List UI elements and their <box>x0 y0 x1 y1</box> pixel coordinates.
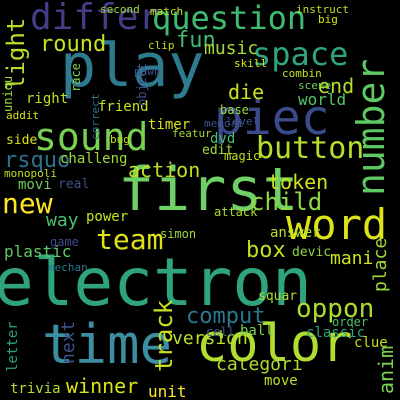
word-world: world <box>298 90 347 109</box>
word-time: time <box>42 313 173 376</box>
word-question: question <box>152 0 307 37</box>
word-memori: memori <box>204 117 244 130</box>
word-space: space <box>252 35 349 73</box>
word-token: token <box>268 170 329 194</box>
word-addit: addit <box>6 109 40 122</box>
word-comput: comput <box>186 304 266 329</box>
word-big: big <box>318 13 338 26</box>
word-side: side <box>6 133 38 148</box>
word-next: next <box>58 320 79 364</box>
word-game: game <box>50 235 79 249</box>
word-challeng: challeng <box>60 151 128 167</box>
word-sound: number <box>349 58 393 196</box>
word-magic: magic <box>224 149 261 163</box>
word-electron: electron <box>0 244 312 321</box>
word-base: base <box>220 103 249 117</box>
word-play: play <box>60 31 205 101</box>
word-team: new <box>2 187 53 220</box>
word-letter: letter <box>5 321 21 372</box>
word-cell: cell <box>206 325 235 339</box>
word-edit: edit <box>202 143 234 158</box>
word-first: first <box>118 155 299 225</box>
word-new: differ <box>30 0 161 38</box>
word-music: music <box>204 38 259 59</box>
word-race: race <box>69 63 83 92</box>
word-color: color <box>196 314 353 374</box>
word-featur: featur <box>172 127 212 140</box>
word-movi: movi <box>18 177 52 193</box>
word-number: team <box>96 223 164 256</box>
word-correct: correct <box>89 93 102 140</box>
word-object: object <box>135 62 149 106</box>
word-unit: unit <box>148 382 187 400</box>
word-plastic: plastic <box>4 242 72 261</box>
word-mechan: mechan <box>48 261 88 274</box>
word-instruct: instruct <box>296 3 349 16</box>
word-place: place <box>370 237 391 292</box>
word-piec: piec <box>214 90 330 146</box>
word-devic: devic <box>292 245 332 260</box>
word-version: version <box>172 328 248 349</box>
word-end: end <box>318 74 355 98</box>
word-die: die <box>228 80 265 104</box>
word-trivia: trivia <box>10 381 61 397</box>
word-monopoli: monopoli <box>4 167 57 180</box>
word-clip: clip <box>148 39 175 52</box>
word-combin: combin <box>282 67 322 80</box>
word-way: way <box>46 210 79 231</box>
word-action: action <box>128 158 201 182</box>
word-pawn: pawn <box>134 65 161 78</box>
word-skill: skill <box>234 57 268 70</box>
word-level: level <box>226 115 260 128</box>
word-bug: bug <box>110 133 130 146</box>
word-button: button <box>256 131 365 166</box>
word-real: real <box>58 177 90 192</box>
word-clue: clue <box>354 335 388 351</box>
word-anim: anim <box>374 345 398 394</box>
word-friend: friend <box>98 99 149 115</box>
word-word: word <box>286 200 388 249</box>
word-timer: timer <box>148 117 191 133</box>
word-scene: scene <box>298 79 332 92</box>
word-ball: ball <box>240 323 274 339</box>
word-oppon: oppon <box>296 294 375 324</box>
word-answer: answer <box>270 225 321 241</box>
word-order: order <box>332 315 369 329</box>
word-simon: simon <box>160 227 197 241</box>
word-categori: categori <box>216 354 303 375</box>
word-round: round <box>40 32 107 57</box>
word-box: box <box>246 238 286 263</box>
word-squar: squar <box>258 289 298 304</box>
word-power: power <box>86 209 129 225</box>
word-rsquo: rsquo <box>4 148 71 173</box>
word-child: child <box>250 188 323 216</box>
word-differ: sound <box>34 115 149 159</box>
word-move: move <box>264 373 298 389</box>
word-attack: attack <box>214 205 258 219</box>
word-mani: mani <box>330 248 374 269</box>
word-fun: fun <box>176 28 216 53</box>
word-right: right <box>26 91 69 107</box>
word-dvd: dvd <box>210 131 236 147</box>
word-uniqu: uniqu <box>1 75 15 112</box>
word-second: second <box>100 3 140 16</box>
word-match: match <box>150 5 184 18</box>
word-classic: classic <box>306 325 366 341</box>
word-winner: winner <box>66 374 139 398</box>
